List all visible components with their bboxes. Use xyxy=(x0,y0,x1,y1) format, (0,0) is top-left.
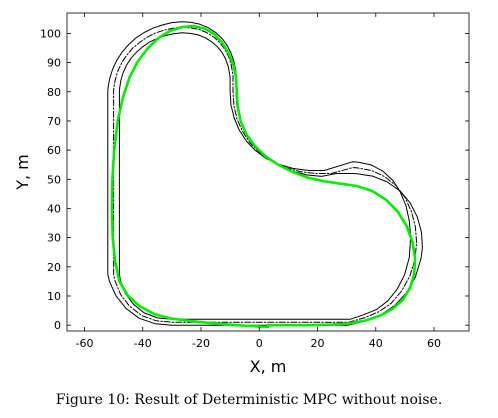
y-axis-label: Y, m xyxy=(13,154,32,191)
y-tick-label: 70 xyxy=(47,115,61,128)
x-tick-label: 20 xyxy=(311,337,325,350)
track-inner-boundary-line xyxy=(118,32,412,320)
vehicle-trajectory-line xyxy=(110,24,417,329)
y-tick-label: 10 xyxy=(47,290,61,303)
y-tick-label: 50 xyxy=(47,173,61,186)
series-layer xyxy=(107,21,423,329)
figure-caption: Figure 10: Result of Deterministic MPC w… xyxy=(55,392,443,408)
track-centerline-line xyxy=(113,26,418,323)
x-tick-label: 40 xyxy=(369,337,383,350)
y-tick-label: 90 xyxy=(47,57,61,70)
y-tick-label: 40 xyxy=(47,202,61,215)
y-tick-label: 100 xyxy=(40,27,61,40)
track-outer-boundary-line xyxy=(107,21,423,326)
x-tick-label: 60 xyxy=(427,337,441,350)
x-axis-label: X, m xyxy=(250,357,287,376)
x-tick-label: -20 xyxy=(192,337,210,350)
plot-frame xyxy=(66,12,470,332)
x-tick-label: -60 xyxy=(75,337,93,350)
chart-plot: -60 -40 -20 0 20 40 60 0 10 20 30 40 50 60 70 80 90 100 X… xyxy=(13,12,470,376)
y-tick-label: 20 xyxy=(47,261,61,274)
tick-layer: -60 -40 -20 0 20 40 60 0 10 20 30 40 50 60 70 80 90 100 xyxy=(40,13,469,350)
y-tick-label: 60 xyxy=(47,144,61,157)
y-tick-label: 0 xyxy=(54,319,61,332)
x-tick-label: 0 xyxy=(256,337,263,350)
x-tick-label: -40 xyxy=(134,337,152,350)
y-tick-label: 80 xyxy=(47,86,61,99)
y-tick-label: 30 xyxy=(47,232,61,245)
